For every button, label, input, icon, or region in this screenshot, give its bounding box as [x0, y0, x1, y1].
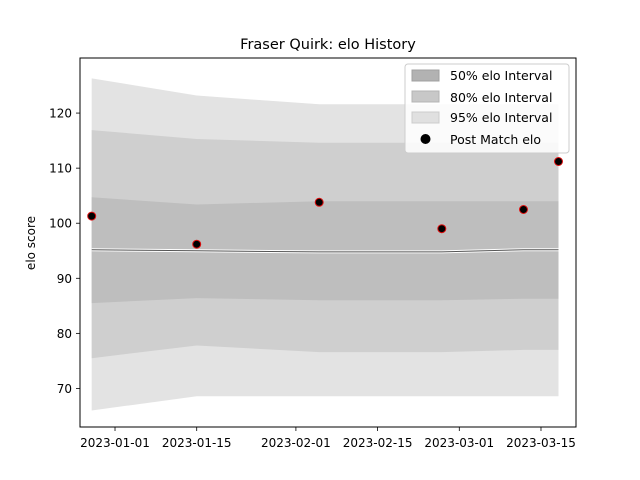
plot-frame — [79, 57, 577, 428]
y-axis-label: elo score — [24, 216, 38, 270]
legend: 50% elo Interval 80% elo Interval 95% el… — [404, 63, 570, 154]
data-point-0 — [87, 211, 97, 221]
legend-swatch-50 — [411, 69, 440, 82]
data-point-5 — [554, 157, 563, 166]
data-point-4 — [519, 205, 528, 214]
legend-marker-post-match — [420, 134, 431, 144]
legend-label-95: 95% elo Interval — [450, 110, 552, 125]
legend-label-50: 50% elo Interval — [450, 68, 552, 83]
x-tick-label-5: 2023-03-15 — [506, 436, 576, 450]
chart-title: Fraser Quirk: elo History — [240, 37, 416, 53]
mean-line-group — [91, 248, 559, 254]
x-tick-label-0: 2023-01-01 — [80, 436, 150, 450]
y-tick-label-0: 70 — [57, 382, 72, 396]
interval-bands — [91, 78, 559, 411]
legend-box — [404, 63, 570, 154]
x-tick-label-2: 2023-02-01 — [261, 436, 331, 450]
y-tick-label-2: 90 — [57, 272, 72, 286]
y-axis-ticks: 70 80 90 100 110 120 — [49, 107, 80, 396]
legend-label-post-match: Post Match elo — [450, 132, 541, 147]
band-2 — [91, 197, 559, 304]
x-axis-ticks: 2023-01-01 2023-01-15 2023-02-01 2023-02-15… — [80, 427, 576, 450]
mean-line — [91, 249, 559, 253]
legend-swatch-80 — [411, 90, 440, 103]
data-point-2 — [314, 197, 324, 207]
x-tick-label-4: 2023-03-01 — [424, 436, 494, 450]
data-point-1 — [192, 239, 202, 249]
y-tick-label-5: 120 — [49, 107, 72, 121]
y-tick-label-1: 80 — [57, 327, 72, 341]
x-tick-label-1: 2023-01-15 — [162, 436, 232, 450]
legend-label-80: 80% elo Interval — [450, 90, 552, 105]
y-tick-label-3: 100 — [49, 217, 72, 231]
post-match-points — [87, 157, 563, 249]
y-tick-label-4: 110 — [49, 162, 72, 176]
data-point-3 — [437, 224, 447, 234]
x-tick-label-3: 2023-02-15 — [343, 436, 413, 450]
legend-swatch-95 — [411, 111, 440, 124]
